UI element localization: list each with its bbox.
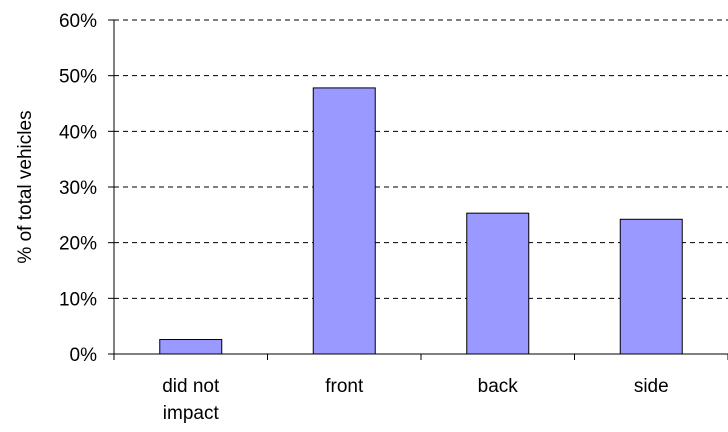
bar — [159, 339, 223, 355]
y-tick-label: 30% — [59, 178, 97, 199]
x-tick-label: front — [325, 376, 364, 397]
bar — [466, 212, 530, 355]
bars — [159, 87, 683, 355]
x-tick-label: back — [478, 376, 519, 397]
y-axis-ticks: 0% 10% 20% 30% 40% 50% 60% — [59, 11, 114, 366]
x-tick-label-line: impact — [163, 403, 220, 424]
y-tick-label: 10% — [59, 289, 97, 310]
x-axis-ticks: did not impact front back side — [113, 354, 728, 424]
y-tick-label: 40% — [59, 122, 97, 143]
y-tick-label: 20% — [59, 234, 97, 255]
x-tick-label: side — [634, 376, 669, 397]
x-tick-label-line: side — [634, 376, 669, 397]
x-tick-label-line: did not — [162, 376, 220, 397]
bar — [619, 218, 683, 355]
gridlines — [114, 19, 728, 299]
y-tick-label: 0% — [70, 345, 98, 366]
x-tick-label: did not impact — [162, 376, 220, 424]
x-tick-label-line: back — [478, 376, 519, 397]
x-tick-label-line: front — [325, 376, 364, 397]
bar — [312, 87, 376, 355]
y-tick-label: 50% — [59, 67, 97, 88]
y-tick-label: 60% — [59, 11, 97, 32]
y-axis-title: % of total vehicles — [15, 110, 36, 263]
